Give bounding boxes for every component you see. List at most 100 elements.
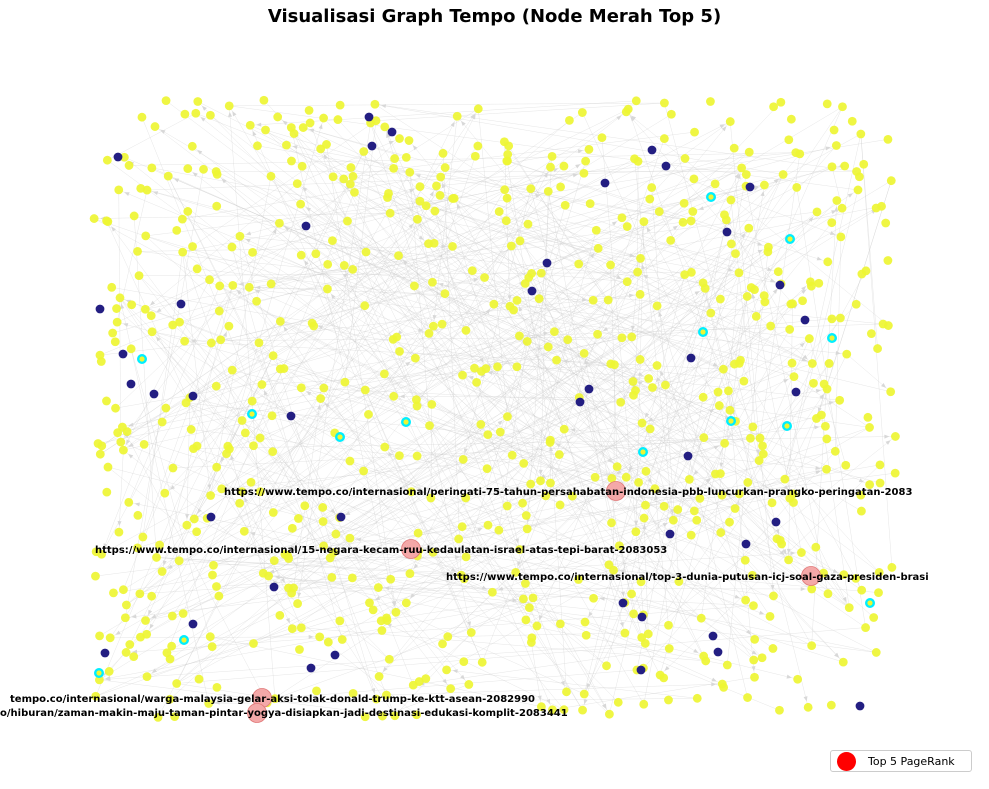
edge-arrowhead xyxy=(388,452,394,457)
graph-edge xyxy=(250,125,472,633)
graph-edge xyxy=(137,246,453,252)
graph-node xyxy=(686,216,696,226)
graph-node xyxy=(237,416,247,425)
graph-node xyxy=(111,403,120,413)
graph-node xyxy=(440,163,450,172)
graph-edge xyxy=(101,112,583,447)
graph-edge xyxy=(263,573,728,666)
graph-node xyxy=(394,251,403,261)
graph-edge xyxy=(268,575,877,653)
edge-arrowhead xyxy=(767,267,773,272)
graph-edge xyxy=(384,126,541,481)
graph-node xyxy=(328,172,338,182)
graph-node xyxy=(91,691,101,701)
graph-node xyxy=(172,679,182,688)
graph-node xyxy=(593,243,603,253)
edge-arrowhead xyxy=(467,621,472,627)
graph-edge xyxy=(156,557,594,599)
graph-node-dark xyxy=(791,387,801,397)
graph-edge xyxy=(425,145,479,206)
graph-node xyxy=(206,491,216,500)
edge-arrowhead xyxy=(149,300,156,306)
graph-edge xyxy=(352,121,731,579)
edge-arrowhead xyxy=(155,336,161,342)
graph-node xyxy=(438,639,447,649)
graph-node xyxy=(519,458,529,468)
graph-node xyxy=(878,319,888,329)
graph-node xyxy=(327,573,337,582)
graph-node xyxy=(339,174,349,184)
edge-arrowhead xyxy=(817,407,822,413)
edge-arrowhead xyxy=(126,439,131,445)
graph-node xyxy=(124,497,134,507)
edge-arrowhead xyxy=(560,680,565,687)
graph-edge xyxy=(692,166,833,212)
graph-node xyxy=(887,563,897,572)
edge-arrowhead xyxy=(642,524,647,530)
graph-node xyxy=(729,143,739,153)
graph-edge xyxy=(176,627,866,684)
graph-node xyxy=(427,399,437,409)
edge-arrowhead xyxy=(485,308,491,315)
graph-node xyxy=(239,526,249,536)
graph-edge xyxy=(626,111,793,304)
graph-node xyxy=(483,430,493,440)
graph-edge xyxy=(123,449,390,660)
edge-arrowhead xyxy=(537,347,543,352)
graph-node xyxy=(438,148,448,158)
graph-edge xyxy=(119,297,331,559)
graph-edge xyxy=(396,294,641,338)
graph-node xyxy=(855,172,864,182)
graph-node xyxy=(371,694,381,704)
graph-node-highlight xyxy=(782,421,793,432)
graph-node xyxy=(747,570,757,580)
graph-edge xyxy=(564,428,725,444)
graph-node xyxy=(574,575,583,584)
graph-edge xyxy=(835,236,842,452)
graph-node xyxy=(118,445,128,455)
graph-node xyxy=(104,667,114,676)
graph-edge xyxy=(704,288,809,708)
graph-edge xyxy=(263,464,881,574)
graph-node xyxy=(567,491,577,501)
graph-node xyxy=(744,147,754,157)
graph-node xyxy=(443,632,453,642)
graph-node xyxy=(865,423,874,432)
graph-edge xyxy=(597,334,721,474)
graph-edge xyxy=(751,287,802,553)
graph-node xyxy=(865,480,875,490)
graph-edge xyxy=(244,531,493,593)
graph-node xyxy=(248,247,257,257)
graph-node xyxy=(823,589,833,599)
graph-node xyxy=(515,545,525,554)
graph-edge xyxy=(123,271,638,590)
label-layer: https://www.tempo.co/internasional/perin… xyxy=(0,487,929,719)
edge-arrowhead xyxy=(297,592,302,598)
graph-edge xyxy=(465,463,524,499)
edge-arrowhead xyxy=(280,577,286,584)
edge-arrowhead xyxy=(408,223,414,229)
graph-node xyxy=(249,639,258,648)
graph-node xyxy=(215,281,225,291)
graph-node xyxy=(512,362,522,372)
graph-edge xyxy=(442,153,462,576)
graph-node xyxy=(720,438,730,448)
edge-arrowhead xyxy=(190,338,196,343)
graph-node xyxy=(227,365,237,375)
graph-node xyxy=(325,553,335,563)
edge-arrowhead xyxy=(290,545,295,551)
graph-node xyxy=(266,171,276,181)
graph-node xyxy=(637,633,647,642)
graph-edge xyxy=(462,188,532,460)
graph-edge xyxy=(146,469,827,677)
edge-arrowhead xyxy=(760,190,765,197)
graph-node xyxy=(473,141,483,151)
edge-arrowhead xyxy=(746,629,751,635)
graph-node xyxy=(122,600,131,610)
graph-edge xyxy=(393,396,580,398)
edge-arrowhead xyxy=(602,326,609,332)
graph-node xyxy=(493,362,502,372)
graph-node xyxy=(699,433,709,442)
graph-node-dark xyxy=(708,631,718,641)
graph-node-dark xyxy=(575,397,585,407)
